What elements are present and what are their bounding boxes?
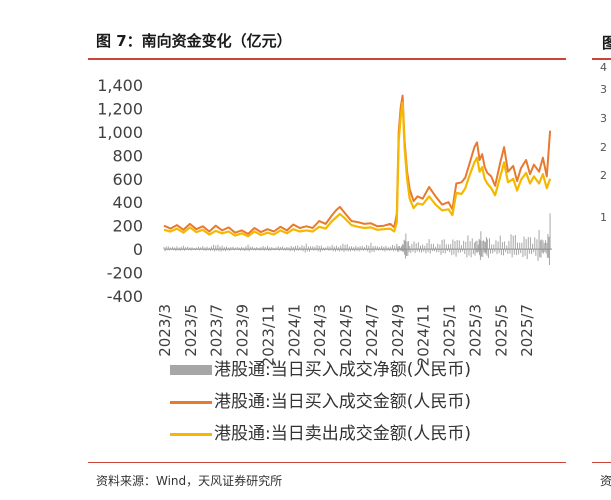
legend-item-buy-turnover: 港股通:当日买入成交金额(人民币) — [170, 390, 471, 414]
legend-swatch-buy-turnover — [170, 400, 212, 404]
next-figure-tick: 2 — [600, 169, 607, 182]
x-tick-label: 2023/3 — [156, 304, 174, 357]
bottom-rule — [88, 462, 566, 463]
x-tick-label: 2025/1 — [441, 304, 459, 357]
x-tick-label: 2024/5 — [337, 304, 355, 357]
next-figure-tick: 4 — [600, 61, 607, 74]
y-tick-label: 600 — [112, 170, 143, 189]
next-figure-tick: 3 — [600, 112, 607, 125]
source-note: 资料来源：Wind，天风证券研究所 — [96, 474, 283, 488]
legend-label: 港股通:当日卖出成交金额(人民币) — [214, 424, 471, 444]
y-tick-label: 400 — [112, 193, 143, 212]
buy-turnover-line — [163, 94, 552, 235]
legend-swatch-sell-turnover — [170, 432, 212, 436]
legend-item-net-buy: 港股通:当日买入成交净额(人民币) — [170, 358, 471, 382]
next-figure-title-rule — [592, 58, 611, 60]
figure-title: 图 7：南向资金变化（亿元） — [96, 32, 292, 50]
x-tick-label: 2023/9 — [234, 304, 252, 357]
x-tick-label: 2025/3 — [466, 304, 484, 357]
x-tick-label: 2023/11 — [259, 304, 277, 366]
x-tick-label: 2024/7 — [363, 304, 381, 357]
y-tick-label: 0 — [133, 240, 143, 259]
next-figure-tick: 2 — [600, 141, 607, 154]
net-buy-bars — [163, 213, 551, 265]
y-tick-label: 1,200 — [97, 99, 143, 118]
y-tick-label: 1,400 — [97, 76, 143, 95]
sell-turnover-line — [163, 101, 552, 238]
turnover-lines — [163, 94, 552, 238]
next-figure-source-fragment: 资 — [600, 474, 611, 488]
next-figure-tick: 3 — [600, 83, 607, 96]
legend-swatch-net-buy — [170, 365, 212, 375]
y-tick-label: -400 — [107, 287, 143, 306]
next-figure-bottom-rule — [592, 462, 611, 463]
x-tick-label: 2025/5 — [492, 304, 510, 357]
next-figure-tick: 1 — [600, 211, 607, 224]
y-tick-label: 200 — [112, 217, 143, 236]
x-tick-label: 2024/1 — [285, 304, 303, 357]
title-rule — [88, 58, 566, 60]
y-tick-label: -200 — [107, 264, 143, 283]
legend-item-sell-turnover: 港股通:当日卖出成交金额(人民币) — [170, 422, 471, 446]
x-tick-label: 2023/5 — [182, 304, 200, 357]
x-tick-label: 2024/3 — [311, 304, 329, 357]
y-axis-tick-labels: -400 -200 0 200 400 600 800 1,000 1,200 1,400 — [97, 76, 143, 306]
y-tick-label: 1,000 — [97, 123, 143, 142]
x-axis: 2023/3 2023/5 2023/7 2023/9 2023/11 2024/1 202… — [156, 248, 552, 366]
x-tick-label: 2025/7 — [518, 304, 536, 357]
x-tick-label: 2024/9 — [389, 304, 407, 357]
y-tick-label: 800 — [112, 146, 143, 165]
legend-label: 港股通:当日买入成交净额(人民币) — [214, 360, 471, 380]
x-tick-label: 2023/7 — [208, 304, 226, 357]
x-tick-label: 2024/11 — [415, 304, 433, 366]
next-figure-title-fragment: 图 — [602, 34, 611, 52]
legend-label: 港股通:当日买入成交金额(人民币) — [214, 392, 471, 412]
